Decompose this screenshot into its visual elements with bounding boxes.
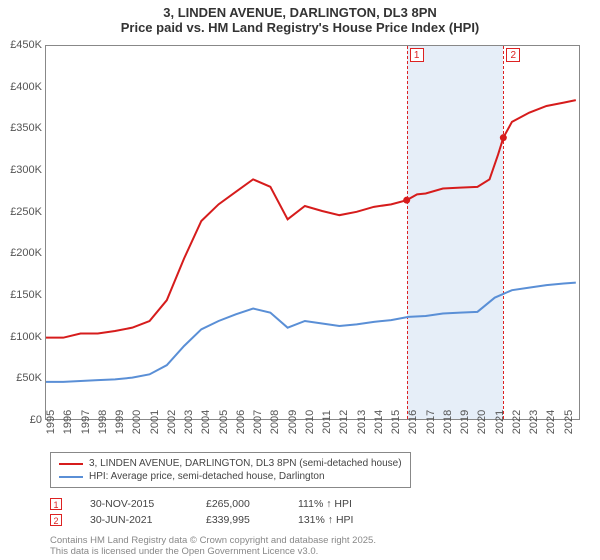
ytick-label: £400K [10,81,42,93]
sale-row: 2 30-JUN-2021 £339,995 131% ↑ HPI [50,514,388,526]
sales-table: 1 30-NOV-2015 £265,000 111% ↑ HPI 2 30-J… [50,498,388,530]
ytick-label: £200K [10,247,42,259]
xtick-label: 2016 [407,410,419,434]
xtick-label: 2018 [442,410,454,434]
chart-plot-area: 12 [45,45,580,420]
footer-line: Contains HM Land Registry data © Crown c… [50,535,376,546]
xtick-label: 1998 [97,410,109,434]
xtick-label: 2002 [166,410,178,434]
xtick-label: 2006 [235,410,247,434]
xtick-label: 1999 [114,410,126,434]
xtick-label: 2011 [321,410,333,434]
xtick-label: 2023 [528,410,540,434]
xtick-label: 2000 [131,410,143,434]
xtick-label: 2014 [373,410,385,434]
legend-swatch [59,463,83,465]
title-line1: 3, LINDEN AVENUE, DARLINGTON, DL3 8PN [0,5,600,20]
xtick-label: 2001 [149,410,161,434]
xtick-label: 2021 [494,410,506,434]
xtick-label: 2010 [304,410,316,434]
xtick-label: 2009 [287,410,299,434]
legend-row: 3, LINDEN AVENUE, DARLINGTON, DL3 8PN (s… [59,457,402,470]
title-block: 3, LINDEN AVENUE, DARLINGTON, DL3 8PN Pr… [0,0,600,35]
xtick-label: 2005 [218,410,230,434]
sale-hpi: 111% ↑ HPI [298,498,388,510]
line-plot-svg [46,46,579,419]
xtick-label: 2008 [269,410,281,434]
xtick-label: 2017 [425,410,437,434]
xtick-label: 1995 [45,410,57,434]
xtick-label: 2019 [459,410,471,434]
xtick-label: 2003 [183,410,195,434]
sale-date: 30-JUN-2021 [90,514,178,526]
legend-box: 3, LINDEN AVENUE, DARLINGTON, DL3 8PN (s… [50,452,411,488]
xtick-label: 2007 [252,410,264,434]
ytick-label: £450K [10,39,42,51]
xtick-label: 2022 [511,410,523,434]
series-line-hpi [46,283,576,382]
ytick-label: £150K [10,289,42,301]
ytick-label: £0 [30,414,42,426]
sale-index-box: 2 [50,514,62,526]
legend-row: HPI: Average price, semi-detached house,… [59,470,402,483]
sale-row: 1 30-NOV-2015 £265,000 111% ↑ HPI [50,498,388,510]
sale-price: £265,000 [206,498,270,510]
xtick-label: 1996 [62,410,74,434]
xtick-label: 2015 [390,410,402,434]
sale-index-box: 1 [50,498,62,510]
ytick-label: £50K [16,372,42,384]
sale-price: £339,995 [206,514,270,526]
sale-dot [403,197,410,204]
ytick-label: £100K [10,331,42,343]
series-line-price_paid [46,100,576,337]
xtick-label: 2013 [356,410,368,434]
xtick-label: 2025 [563,410,575,434]
sale-date: 30-NOV-2015 [90,498,178,510]
ytick-label: £300K [10,164,42,176]
footer-line: This data is licensed under the Open Gov… [50,546,376,557]
sale-hpi: 131% ↑ HPI [298,514,388,526]
legend-label: 3, LINDEN AVENUE, DARLINGTON, DL3 8PN (s… [89,458,402,469]
sale-dot [500,134,507,141]
title-line2: Price paid vs. HM Land Registry's House … [0,20,600,35]
xtick-label: 1997 [80,410,92,434]
legend-label: HPI: Average price, semi-detached house,… [89,471,325,482]
xtick-label: 2012 [338,410,350,434]
footer-attribution: Contains HM Land Registry data © Crown c… [50,535,376,557]
ytick-label: £250K [10,206,42,218]
xtick-label: 2004 [200,410,212,434]
ytick-label: £350K [10,122,42,134]
xtick-label: 2024 [545,410,557,434]
legend-swatch [59,476,83,478]
chart-container: 3, LINDEN AVENUE, DARLINGTON, DL3 8PN Pr… [0,0,600,560]
xtick-label: 2020 [476,410,488,434]
